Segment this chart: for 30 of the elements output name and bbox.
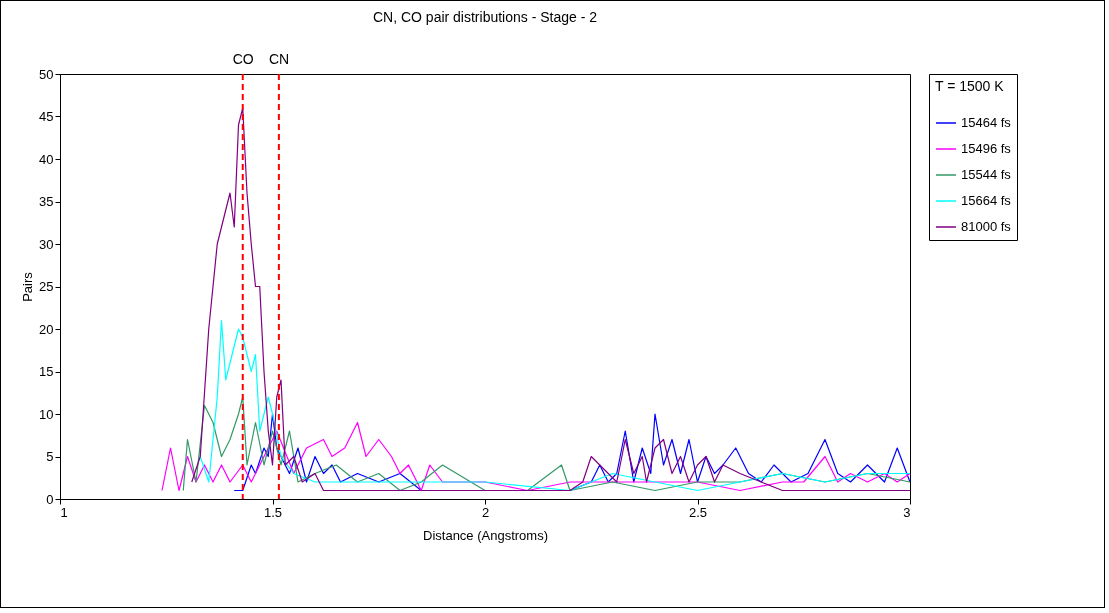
legend-label: 81000 fs: [961, 219, 1012, 234]
line-series: [161, 421, 911, 492]
chart-title: CN, CO pair distributions - Stage - 2: [372, 9, 598, 25]
y-tick-label: 25: [39, 279, 54, 294]
y-tick-label: 50: [39, 66, 54, 82]
line-series: [191, 107, 911, 492]
ref-line-label: CO: [232, 51, 254, 67]
y-tick-label: 5: [46, 449, 54, 464]
legend-title: T = 1500 K: [935, 78, 1005, 94]
y-tick-label: 35: [39, 194, 54, 209]
x-tick-label: 1: [60, 504, 68, 520]
x-tick-label: 2.5: [688, 504, 708, 520]
legend-label: 15664 fs: [961, 193, 1012, 208]
y-tick-label: 30: [39, 236, 54, 252]
legend-label: 15496 fs: [961, 141, 1012, 156]
ref-line-label: CN: [268, 51, 290, 67]
y-tick-label: 40: [39, 151, 54, 167]
y-axis-title: Pairs: [20, 271, 36, 302]
x-tick-label: 1.5: [263, 504, 283, 520]
line-series: [199, 319, 911, 492]
x-tick-label: 3: [903, 504, 911, 520]
y-tick-label: 10: [39, 406, 54, 422]
y-tick-label: 45: [39, 109, 54, 124]
y-tick-label: 15: [39, 364, 54, 379]
x-axis-title: Distance (Angstroms): [423, 527, 548, 543]
y-tick-label: 0: [46, 491, 54, 507]
legend-label: 15544 fs: [961, 167, 1012, 182]
legend-label: 15464 fs: [961, 115, 1012, 130]
y-tick-label: 20: [39, 321, 54, 337]
x-tick-label: 2: [481, 504, 490, 520]
